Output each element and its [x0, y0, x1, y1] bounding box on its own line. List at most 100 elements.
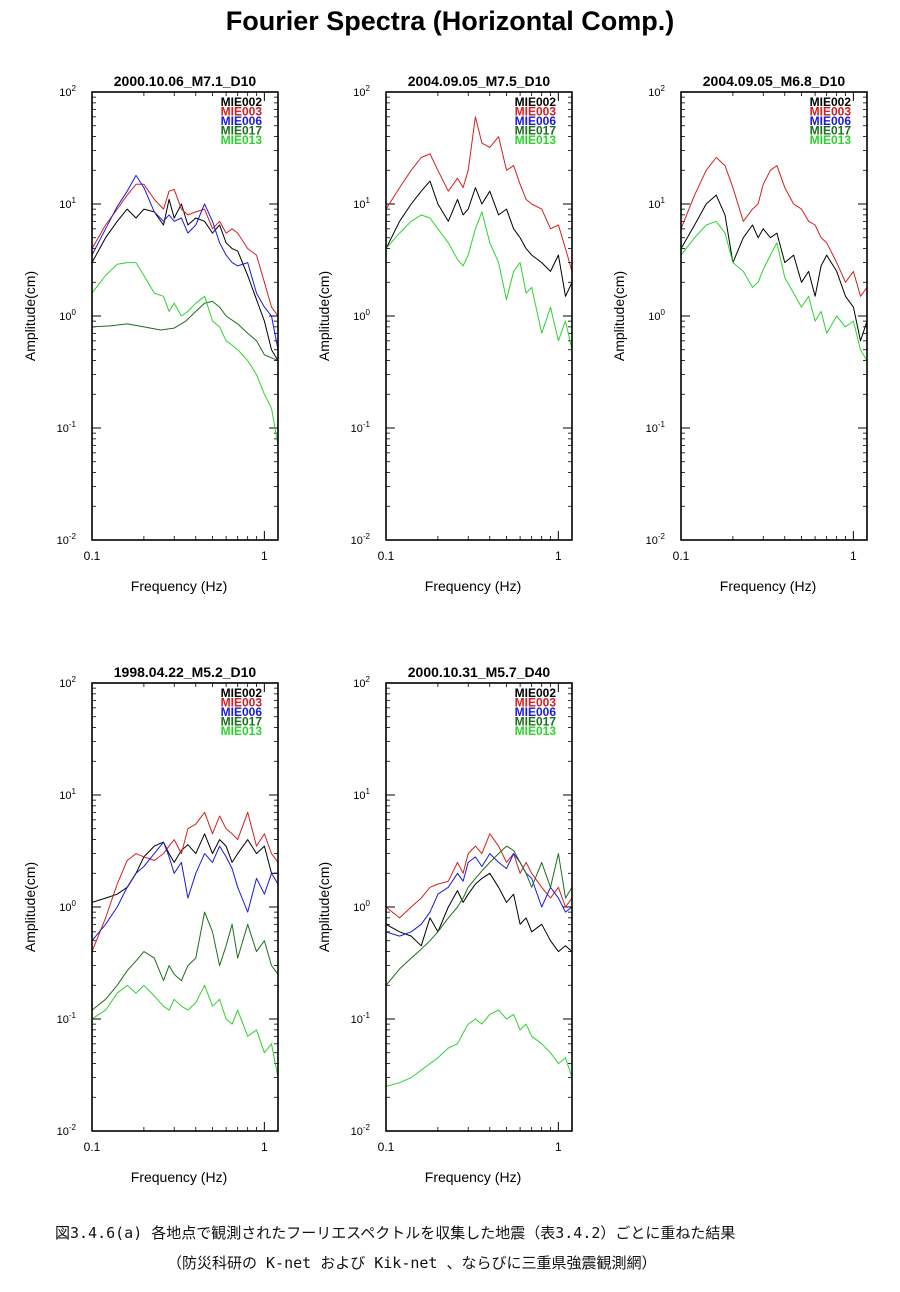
legend-entry-mie003: MIE003: [515, 105, 557, 119]
y-tick-label: 102: [648, 84, 665, 99]
legend-entry-mie006: MIE006: [810, 114, 852, 128]
x-tick-label: 0.1: [378, 1140, 395, 1154]
plot-frame: [91, 91, 279, 541]
y-tick-label: 101: [353, 196, 370, 211]
x-tick-label: 0.1: [84, 1140, 101, 1154]
x-axis-label: Frequency (Hz): [425, 1169, 521, 1185]
legend-entry-mie002: MIE002: [221, 686, 263, 700]
y-tick-label: 10-1: [351, 420, 371, 435]
plot-frame: [385, 682, 573, 1132]
x-tick-label: 1: [261, 1140, 268, 1154]
plot-frame: [91, 682, 279, 1132]
y-tick-label: 100: [59, 308, 76, 323]
series-group: [92, 174, 278, 446]
legend-entry-mie013: MIE013: [221, 724, 263, 738]
y-axis-label: Amplitude(cm): [611, 271, 627, 361]
series-line-mie013: [386, 1009, 572, 1087]
y-tick-label: 102: [353, 675, 370, 690]
legend-entry-mie003: MIE003: [221, 696, 263, 710]
y-tick-label: 10-2: [351, 1123, 371, 1138]
y-tick-label: 10-1: [57, 420, 77, 435]
legend-entry-mie006: MIE006: [515, 705, 557, 719]
legend-entry-mie017: MIE017: [810, 124, 852, 138]
series-line-mie002: [386, 180, 572, 297]
legend-entry-mie017: MIE017: [515, 715, 557, 729]
legend-entry-mie017: MIE017: [515, 124, 557, 138]
y-tick-label: 100: [353, 899, 370, 914]
legend-entry-mie017: MIE017: [221, 715, 263, 729]
series-line-mie003: [386, 833, 572, 919]
series-group: [386, 833, 572, 1087]
y-axis-label: Amplitude(cm): [316, 862, 332, 952]
y-tick-label: 10-2: [57, 1123, 77, 1138]
x-tick-label: 1: [850, 549, 857, 563]
series-group: [386, 116, 572, 350]
series-line-mie006: [386, 853, 572, 937]
chart-panel-3: 2004.09.05_M6.8_D10 10-2 10-1 100 101 102 0.1 1…: [611, 73, 868, 594]
x-tick-label: 0.1: [378, 549, 395, 563]
legend-entry-mie013: MIE013: [515, 724, 557, 738]
plot-frame: [385, 91, 573, 541]
chart-panel-1: 2000.10.06_M7.1_D10 10-2 10-1 100 101 102 0.1 1…: [22, 73, 279, 594]
y-axis-label: Amplitude(cm): [22, 862, 38, 952]
caption-line-1: 図3.4.6(a) 各地点で観測されたフーリエスペクトルを収集した地震（表3.4…: [55, 1224, 736, 1242]
legend-entry-mie003: MIE003: [810, 105, 852, 119]
y-tick-label: 100: [353, 308, 370, 323]
chart-panel-2: 2004.09.05_M7.5_D10 10-2 10-1 100 101 102 0.1 1…: [316, 73, 573, 594]
y-tick-label: 10-2: [351, 532, 371, 547]
x-tick-label: 1: [261, 549, 268, 563]
page-title: Fourier Spectra (Horizontal Comp.): [225, 6, 675, 36]
series-line-mie003: [386, 116, 572, 272]
legend-entry-mie017: MIE017: [221, 124, 263, 138]
y-tick-label: 10-1: [646, 420, 666, 435]
x-tick-label: 0.1: [673, 549, 690, 563]
y-tick-label: 10-2: [646, 532, 666, 547]
series-line-mie017: [386, 845, 572, 986]
chart-panel-4: 1998.04.22_M5.2_D10 10-2 10-1 100 101 102 0.1 1…: [22, 664, 279, 1185]
x-axis-label: Frequency (Hz): [131, 1169, 227, 1185]
series-line-mie002: [681, 194, 867, 342]
series-line-mie013: [92, 262, 278, 446]
legend-entry-mie002: MIE002: [810, 95, 852, 109]
legend-entry-mie013: MIE013: [221, 133, 263, 147]
legend-entry-mie006: MIE006: [221, 705, 263, 719]
x-axis-label: Frequency (Hz): [425, 578, 521, 594]
x-axis-label: Frequency (Hz): [720, 578, 816, 594]
series-line-mie003: [92, 811, 278, 952]
y-tick-label: 101: [59, 196, 76, 211]
figure-caption: 図3.4.6(a) 各地点で観測されたフーリエスペクトルを収集した地震（表3.4…: [55, 1222, 895, 1273]
series-line-mie002: [386, 872, 572, 953]
series-line-mie002: [92, 833, 278, 903]
plot-frame: [680, 91, 868, 541]
legend-entry-mie013: MIE013: [515, 133, 557, 147]
y-tick-label: 10-1: [351, 1011, 371, 1026]
chart-title: 2000.10.06_M7.1_D10: [114, 73, 257, 89]
y-tick-label: 102: [353, 84, 370, 99]
series-line-mie013: [386, 211, 572, 350]
legend-entry-mie003: MIE003: [221, 105, 263, 119]
y-tick-label: 101: [648, 196, 665, 211]
chart-title: 2004.09.05_M6.8_D10: [703, 73, 846, 89]
legend-entry-mie006: MIE006: [221, 114, 263, 128]
legend-entry-mie006: MIE006: [515, 114, 557, 128]
series-line-mie017: [92, 911, 278, 1011]
series-line-mie017: [92, 300, 278, 362]
y-tick-label: 101: [353, 787, 370, 802]
chart-title: 2000.10.31_M5.7_D40: [408, 664, 551, 680]
legend-entry-mie002: MIE002: [221, 95, 263, 109]
y-axis-label: Amplitude(cm): [22, 271, 38, 361]
x-tick-label: 1: [555, 1140, 562, 1154]
series-line-mie013: [92, 984, 278, 1078]
chart-title: 1998.04.22_M5.2_D10: [114, 664, 257, 680]
series-group: [92, 811, 278, 1078]
x-tick-label: 1: [555, 549, 562, 563]
series-line-mie003: [681, 157, 867, 297]
chart-panel-5: 2000.10.31_M5.7_D40 10-2 10-1 100 101 102 0.1 1…: [316, 664, 573, 1185]
y-tick-label: 102: [59, 84, 76, 99]
caption-line-2: （防災科研の K-net および Kik-net 、ならびに三重県強震観測網）: [167, 1254, 657, 1272]
series-line-mie003: [92, 183, 278, 317]
series-line-mie013: [681, 220, 867, 361]
y-tick-label: 100: [59, 899, 76, 914]
x-axis-label: Frequency (Hz): [131, 578, 227, 594]
